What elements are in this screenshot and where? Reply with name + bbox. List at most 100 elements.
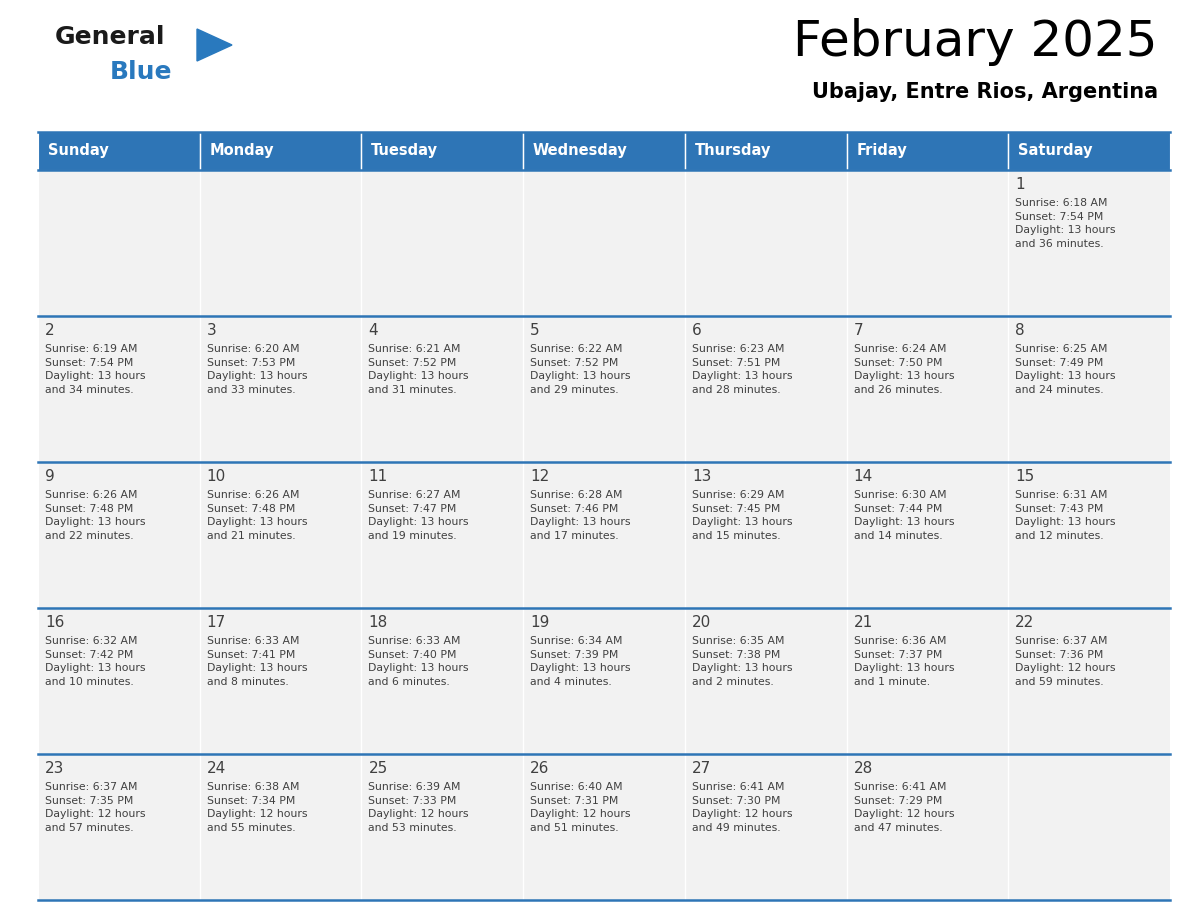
Text: Sunrise: 6:30 AM
Sunset: 7:44 PM
Daylight: 13 hours
and 14 minutes.: Sunrise: 6:30 AM Sunset: 7:44 PM Dayligh…: [853, 490, 954, 541]
Text: Sunrise: 6:36 AM
Sunset: 7:37 PM
Daylight: 13 hours
and 1 minute.: Sunrise: 6:36 AM Sunset: 7:37 PM Dayligh…: [853, 636, 954, 687]
Bar: [523, 316, 684, 462]
Text: 6: 6: [691, 323, 702, 338]
Text: 13: 13: [691, 469, 712, 484]
Bar: [361, 132, 523, 170]
Text: 5: 5: [530, 323, 539, 338]
Text: 18: 18: [368, 615, 387, 630]
Text: 25: 25: [368, 761, 387, 776]
Text: Saturday: Saturday: [1018, 143, 1093, 159]
Bar: [200, 170, 361, 316]
Text: Sunrise: 6:38 AM
Sunset: 7:34 PM
Daylight: 12 hours
and 55 minutes.: Sunrise: 6:38 AM Sunset: 7:34 PM Dayligh…: [207, 782, 308, 833]
Text: Sunrise: 6:40 AM
Sunset: 7:31 PM
Daylight: 12 hours
and 51 minutes.: Sunrise: 6:40 AM Sunset: 7:31 PM Dayligh…: [530, 782, 631, 833]
Text: 2: 2: [45, 323, 55, 338]
Text: 12: 12: [530, 469, 549, 484]
Bar: [38, 754, 200, 900]
Text: Sunrise: 6:20 AM
Sunset: 7:53 PM
Daylight: 13 hours
and 33 minutes.: Sunrise: 6:20 AM Sunset: 7:53 PM Dayligh…: [207, 344, 308, 395]
Bar: [684, 754, 847, 900]
Text: 20: 20: [691, 615, 712, 630]
Bar: [847, 132, 1009, 170]
Bar: [1009, 316, 1170, 462]
Bar: [523, 462, 684, 608]
Text: Sunrise: 6:37 AM
Sunset: 7:35 PM
Daylight: 12 hours
and 57 minutes.: Sunrise: 6:37 AM Sunset: 7:35 PM Dayligh…: [45, 782, 145, 833]
Text: Sunrise: 6:26 AM
Sunset: 7:48 PM
Daylight: 13 hours
and 22 minutes.: Sunrise: 6:26 AM Sunset: 7:48 PM Dayligh…: [45, 490, 145, 541]
Bar: [200, 754, 361, 900]
Bar: [38, 316, 200, 462]
Text: Wednesday: Wednesday: [533, 143, 627, 159]
Text: Sunrise: 6:23 AM
Sunset: 7:51 PM
Daylight: 13 hours
and 28 minutes.: Sunrise: 6:23 AM Sunset: 7:51 PM Dayligh…: [691, 344, 792, 395]
Text: 28: 28: [853, 761, 873, 776]
Text: 10: 10: [207, 469, 226, 484]
Bar: [200, 462, 361, 608]
Bar: [38, 462, 200, 608]
Text: Sunrise: 6:26 AM
Sunset: 7:48 PM
Daylight: 13 hours
and 21 minutes.: Sunrise: 6:26 AM Sunset: 7:48 PM Dayligh…: [207, 490, 308, 541]
Text: Sunrise: 6:35 AM
Sunset: 7:38 PM
Daylight: 13 hours
and 2 minutes.: Sunrise: 6:35 AM Sunset: 7:38 PM Dayligh…: [691, 636, 792, 687]
Bar: [684, 316, 847, 462]
Text: 3: 3: [207, 323, 216, 338]
Text: Sunrise: 6:29 AM
Sunset: 7:45 PM
Daylight: 13 hours
and 15 minutes.: Sunrise: 6:29 AM Sunset: 7:45 PM Dayligh…: [691, 490, 792, 541]
Text: Sunrise: 6:32 AM
Sunset: 7:42 PM
Daylight: 13 hours
and 10 minutes.: Sunrise: 6:32 AM Sunset: 7:42 PM Dayligh…: [45, 636, 145, 687]
Bar: [847, 462, 1009, 608]
Text: 21: 21: [853, 615, 873, 630]
Text: February 2025: February 2025: [794, 18, 1158, 66]
Text: Sunrise: 6:28 AM
Sunset: 7:46 PM
Daylight: 13 hours
and 17 minutes.: Sunrise: 6:28 AM Sunset: 7:46 PM Dayligh…: [530, 490, 631, 541]
Bar: [523, 170, 684, 316]
Bar: [200, 316, 361, 462]
Bar: [1009, 132, 1170, 170]
Bar: [361, 608, 523, 754]
Bar: [523, 132, 684, 170]
Text: Sunrise: 6:18 AM
Sunset: 7:54 PM
Daylight: 13 hours
and 36 minutes.: Sunrise: 6:18 AM Sunset: 7:54 PM Dayligh…: [1016, 198, 1116, 249]
Text: 26: 26: [530, 761, 550, 776]
Bar: [361, 170, 523, 316]
Text: Sunday: Sunday: [48, 143, 108, 159]
Text: 19: 19: [530, 615, 550, 630]
Text: Sunrise: 6:34 AM
Sunset: 7:39 PM
Daylight: 13 hours
and 4 minutes.: Sunrise: 6:34 AM Sunset: 7:39 PM Dayligh…: [530, 636, 631, 687]
Bar: [38, 608, 200, 754]
Bar: [200, 608, 361, 754]
Text: Sunrise: 6:41 AM
Sunset: 7:29 PM
Daylight: 12 hours
and 47 minutes.: Sunrise: 6:41 AM Sunset: 7:29 PM Dayligh…: [853, 782, 954, 833]
Bar: [38, 132, 200, 170]
Bar: [200, 132, 361, 170]
Bar: [523, 754, 684, 900]
Text: Blue: Blue: [110, 60, 172, 84]
Text: 9: 9: [45, 469, 55, 484]
Text: Sunrise: 6:33 AM
Sunset: 7:41 PM
Daylight: 13 hours
and 8 minutes.: Sunrise: 6:33 AM Sunset: 7:41 PM Dayligh…: [207, 636, 308, 687]
Text: 22: 22: [1016, 615, 1035, 630]
Text: 1: 1: [1016, 177, 1025, 192]
Bar: [1009, 462, 1170, 608]
Text: Sunrise: 6:31 AM
Sunset: 7:43 PM
Daylight: 13 hours
and 12 minutes.: Sunrise: 6:31 AM Sunset: 7:43 PM Dayligh…: [1016, 490, 1116, 541]
Bar: [1009, 170, 1170, 316]
Text: 14: 14: [853, 469, 873, 484]
Text: Sunrise: 6:37 AM
Sunset: 7:36 PM
Daylight: 12 hours
and 59 minutes.: Sunrise: 6:37 AM Sunset: 7:36 PM Dayligh…: [1016, 636, 1116, 687]
Bar: [684, 132, 847, 170]
Text: Sunrise: 6:24 AM
Sunset: 7:50 PM
Daylight: 13 hours
and 26 minutes.: Sunrise: 6:24 AM Sunset: 7:50 PM Dayligh…: [853, 344, 954, 395]
Text: 16: 16: [45, 615, 64, 630]
Text: General: General: [55, 25, 165, 49]
Bar: [38, 170, 200, 316]
Bar: [684, 170, 847, 316]
Bar: [361, 316, 523, 462]
Text: 17: 17: [207, 615, 226, 630]
Text: Sunrise: 6:25 AM
Sunset: 7:49 PM
Daylight: 13 hours
and 24 minutes.: Sunrise: 6:25 AM Sunset: 7:49 PM Dayligh…: [1016, 344, 1116, 395]
Text: 15: 15: [1016, 469, 1035, 484]
Text: 23: 23: [45, 761, 64, 776]
Polygon shape: [197, 29, 232, 61]
Text: 7: 7: [853, 323, 864, 338]
Text: Thursday: Thursday: [695, 143, 771, 159]
Text: Sunrise: 6:39 AM
Sunset: 7:33 PM
Daylight: 12 hours
and 53 minutes.: Sunrise: 6:39 AM Sunset: 7:33 PM Dayligh…: [368, 782, 469, 833]
Bar: [847, 608, 1009, 754]
Bar: [847, 170, 1009, 316]
Bar: [684, 608, 847, 754]
Bar: [847, 754, 1009, 900]
Bar: [1009, 754, 1170, 900]
Bar: [523, 608, 684, 754]
Text: 27: 27: [691, 761, 712, 776]
Text: Ubajay, Entre Rios, Argentina: Ubajay, Entre Rios, Argentina: [811, 82, 1158, 102]
Bar: [361, 462, 523, 608]
Text: Sunrise: 6:41 AM
Sunset: 7:30 PM
Daylight: 12 hours
and 49 minutes.: Sunrise: 6:41 AM Sunset: 7:30 PM Dayligh…: [691, 782, 792, 833]
Text: Sunrise: 6:21 AM
Sunset: 7:52 PM
Daylight: 13 hours
and 31 minutes.: Sunrise: 6:21 AM Sunset: 7:52 PM Dayligh…: [368, 344, 469, 395]
Text: Tuesday: Tuesday: [371, 143, 438, 159]
Text: Sunrise: 6:33 AM
Sunset: 7:40 PM
Daylight: 13 hours
and 6 minutes.: Sunrise: 6:33 AM Sunset: 7:40 PM Dayligh…: [368, 636, 469, 687]
Text: Monday: Monday: [209, 143, 274, 159]
Text: Sunrise: 6:22 AM
Sunset: 7:52 PM
Daylight: 13 hours
and 29 minutes.: Sunrise: 6:22 AM Sunset: 7:52 PM Dayligh…: [530, 344, 631, 395]
Bar: [684, 462, 847, 608]
